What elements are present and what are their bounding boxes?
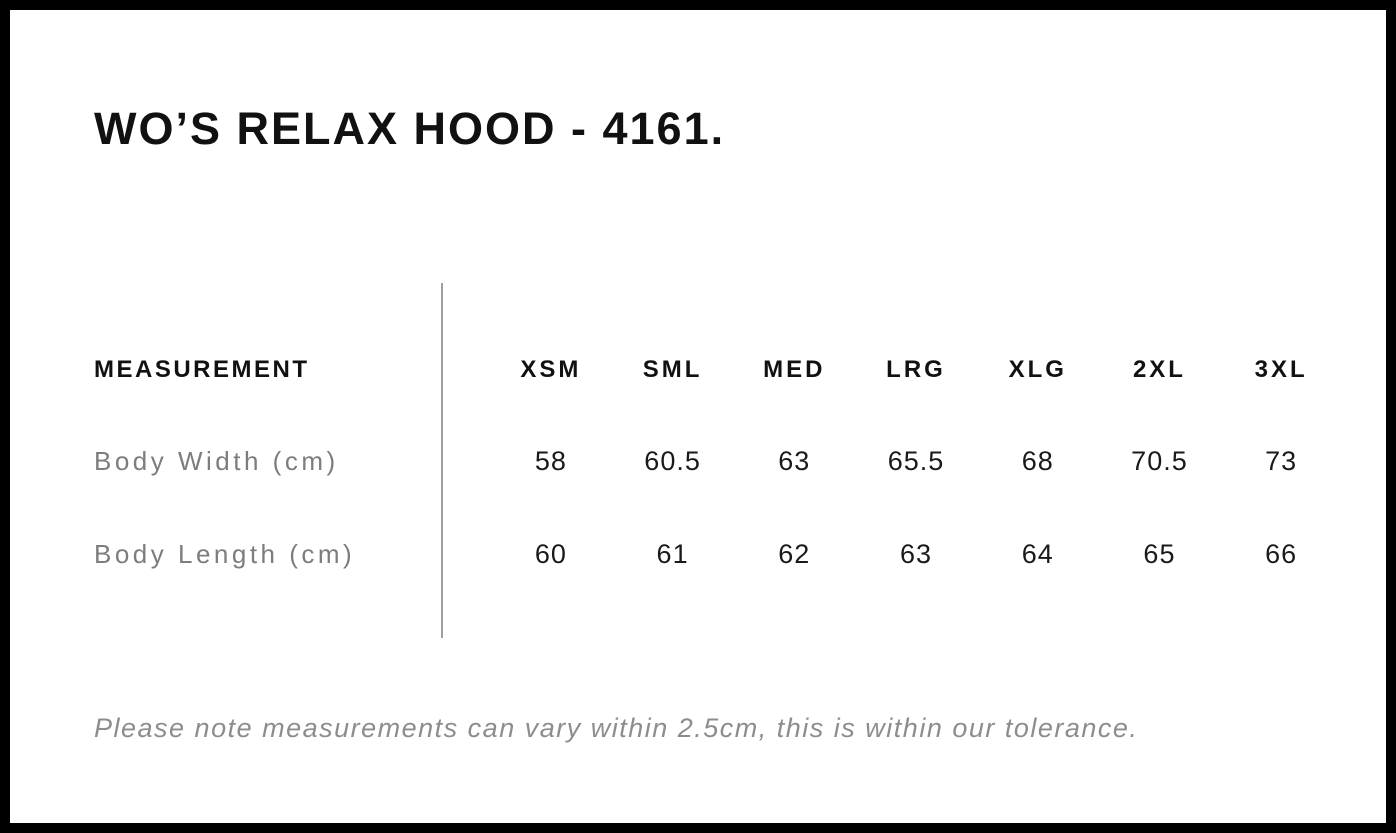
body-length-xlg: 64	[1021, 538, 1054, 569]
body-width-sml: 60.5	[644, 445, 701, 476]
table-row-body-width: Body Width (cm) 58 60.5 63 65.5 68 70.5 …	[94, 438, 1359, 484]
body-length-cells: 60 61 62 63 64 65 66	[490, 539, 1342, 570]
body-length-xsm: 60	[534, 538, 567, 569]
measurement-column-header: MEASUREMENT	[94, 356, 310, 383]
body-width-med: 63	[778, 445, 811, 476]
size-header-xlg: XLG	[1008, 356, 1067, 383]
table-row-body-length: Body Length (cm) 60 61 62 63 64 65 66	[94, 531, 1359, 577]
page-title: WO’S RELAX HOOD - 4161.	[94, 103, 726, 154]
row-label-body-length: Body Length (cm)	[94, 538, 356, 569]
body-length-2xl: 65	[1143, 538, 1176, 569]
table-header-row: MEASUREMENT XSM SML MED LRG XLG 2XL 3XL	[94, 347, 1359, 393]
tolerance-note: Please note measurements can vary within…	[94, 713, 1139, 743]
body-width-3xl: 73	[1265, 445, 1298, 476]
body-width-cells: 58 60.5 63 65.5 68 70.5 73	[490, 446, 1342, 477]
body-length-sml: 61	[656, 538, 689, 569]
body-width-xsm: 58	[534, 445, 567, 476]
size-header-lrg: LRG	[886, 356, 946, 383]
size-header-2xl: 2XL	[1132, 356, 1186, 383]
body-length-med: 62	[778, 538, 811, 569]
row-label-body-width: Body Width (cm)	[94, 445, 339, 476]
body-length-lrg: 63	[899, 538, 933, 569]
size-header-sml: SML	[642, 356, 703, 383]
body-width-xlg: 68	[1021, 445, 1054, 476]
body-length-3xl: 66	[1265, 538, 1298, 569]
vertical-divider	[441, 283, 443, 638]
body-width-2xl: 70.5	[1131, 445, 1188, 476]
size-header-med: MED	[763, 356, 826, 383]
size-header-xsm: XSM	[520, 356, 582, 383]
size-header-cells: XSM SML MED LRG XLG 2XL 3XL	[490, 356, 1342, 384]
body-width-lrg: 65.5	[887, 445, 945, 476]
size-header-3xl: 3XL	[1254, 356, 1308, 383]
